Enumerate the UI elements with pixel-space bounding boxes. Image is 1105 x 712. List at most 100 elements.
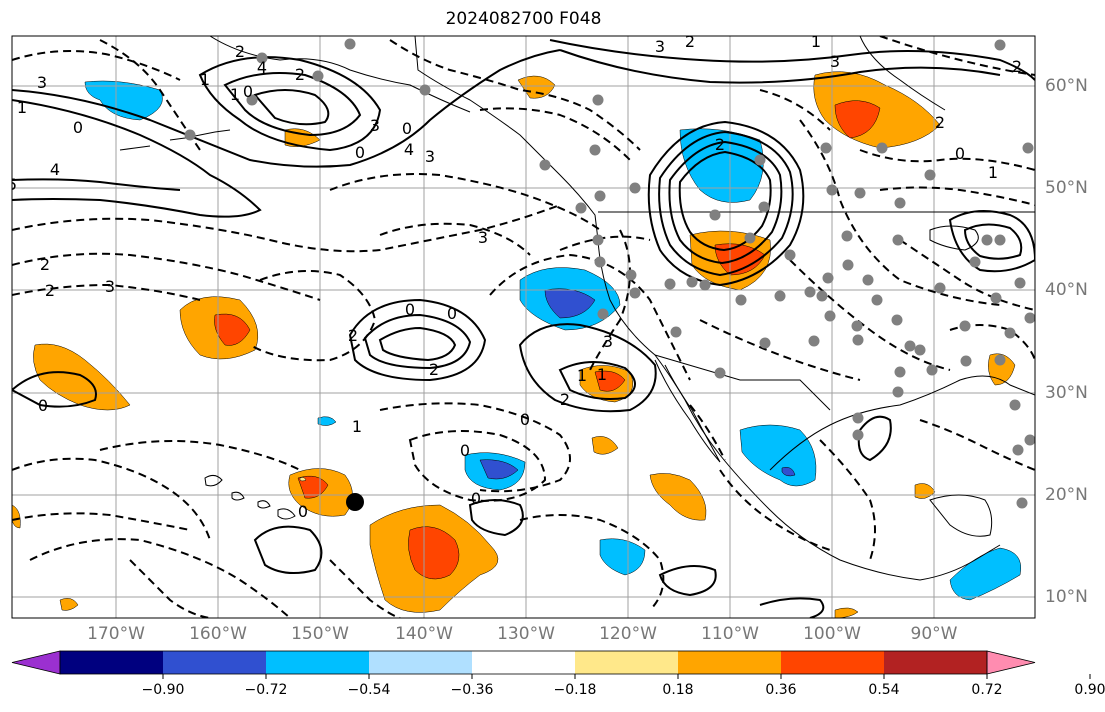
contour-dashed xyxy=(799,119,1001,306)
contour-label: 3 xyxy=(37,73,47,92)
anomaly-fill xyxy=(84,80,163,121)
map-frame xyxy=(11,35,1036,619)
contour-dashed xyxy=(559,235,651,251)
station-dot xyxy=(994,234,1006,246)
gulf-coast xyxy=(769,375,1035,471)
station-dots xyxy=(184,38,1035,509)
contour-dashed xyxy=(789,259,951,371)
latitude-label: 50°N xyxy=(1045,178,1088,198)
contour-solid xyxy=(658,565,717,597)
anomaly-fill xyxy=(599,538,646,576)
station-dot xyxy=(841,230,853,242)
contour-label: 1 xyxy=(17,98,27,117)
contour-label: 3 xyxy=(370,116,380,135)
anomaly-fill xyxy=(739,424,817,487)
contour-dashed xyxy=(479,107,631,161)
contour-label: 2 xyxy=(45,281,55,300)
colorbar xyxy=(11,650,1091,679)
contour-label: 3 xyxy=(655,37,665,56)
station-dot xyxy=(891,314,903,326)
contour-label: 2 xyxy=(348,326,358,345)
station-dot xyxy=(1016,497,1028,509)
station-dot xyxy=(344,38,356,50)
station-dot xyxy=(924,169,936,181)
hawaii-islands xyxy=(204,474,296,520)
station-dot xyxy=(852,334,864,346)
anomaly-fill xyxy=(517,75,556,99)
station-dot xyxy=(246,94,258,106)
contour-label: 1 xyxy=(352,417,362,436)
contour-label: 2 xyxy=(235,42,245,61)
colorbar-tick-label: −0.18 xyxy=(553,682,597,698)
anomaly-fill xyxy=(781,467,796,477)
contour-label: 0 xyxy=(405,300,415,319)
colorbar-extend-high xyxy=(986,650,1036,675)
colorbar-tick-label: 0.36 xyxy=(765,682,797,698)
contour-label: 0 xyxy=(298,502,308,521)
colorbar-tick-label: −0.90 xyxy=(141,682,185,698)
contour-solid xyxy=(658,130,794,277)
colorbar-segment xyxy=(472,651,576,674)
anomaly-fill xyxy=(299,477,307,482)
longitude-label: 110°W xyxy=(701,624,759,644)
lat-lon-gridlines xyxy=(12,36,1035,618)
colorbar-tick-label: −0.54 xyxy=(347,682,391,698)
station-dot xyxy=(539,159,551,171)
contour-label: 4 xyxy=(50,160,60,179)
station-dot xyxy=(926,364,938,376)
aleutian-chain xyxy=(119,129,231,151)
contour-label: 0 xyxy=(243,82,253,101)
station-dot xyxy=(735,294,747,306)
colorbar-tick-label: −0.36 xyxy=(450,682,494,698)
colorbar-segment xyxy=(266,651,370,674)
contour-dashed xyxy=(859,149,1035,171)
contour-solid xyxy=(857,415,892,462)
hudson-bay-coast xyxy=(859,36,946,111)
station-dot xyxy=(625,269,637,281)
contour-label: 1 xyxy=(577,366,587,385)
station-dot xyxy=(629,287,641,299)
station-dot xyxy=(699,279,711,291)
latitude-label: 10°N xyxy=(1045,587,1088,607)
station-dot xyxy=(854,187,866,199)
contour-solid xyxy=(253,89,330,126)
contour-label: 1 xyxy=(230,85,240,104)
station-dot xyxy=(592,94,604,106)
colorbar-segment xyxy=(369,651,473,674)
contour-label: 2 xyxy=(429,360,439,379)
station-dot xyxy=(994,354,1006,366)
longitude-label: 90°W xyxy=(910,624,958,644)
yucatan-peninsula xyxy=(929,494,993,537)
contour-label: 2 xyxy=(40,255,50,274)
shaded-anomaly-regions xyxy=(12,71,1022,618)
contour-label: 3 xyxy=(425,147,435,166)
contour-solid xyxy=(198,56,382,152)
latitude-label: 60°N xyxy=(1045,76,1088,96)
longitude-label: 150°W xyxy=(291,624,349,644)
coastlines-and-borders xyxy=(119,36,1035,581)
station-dot xyxy=(804,286,816,298)
contour-solid xyxy=(12,49,561,168)
contour-solid xyxy=(363,313,472,370)
contour-dashed xyxy=(408,430,547,502)
station-dot xyxy=(758,201,770,213)
longitude-label: 120°W xyxy=(599,624,657,644)
station-dot xyxy=(871,294,883,306)
station-dot xyxy=(892,386,904,398)
station-dot xyxy=(312,70,324,82)
colorbar-segment xyxy=(163,651,267,674)
contour-dashed xyxy=(379,222,531,256)
anomaly-fill xyxy=(12,504,21,529)
station-dot xyxy=(629,182,641,194)
station-dot xyxy=(709,209,721,221)
contour-label: 1 xyxy=(597,365,607,384)
station-dot xyxy=(824,310,836,322)
station-dot xyxy=(852,412,864,424)
contour-label: 3 xyxy=(105,277,115,296)
station-dot xyxy=(894,197,906,209)
station-dot xyxy=(960,355,972,367)
contour-solid xyxy=(549,39,1035,81)
station-dot xyxy=(862,274,874,286)
